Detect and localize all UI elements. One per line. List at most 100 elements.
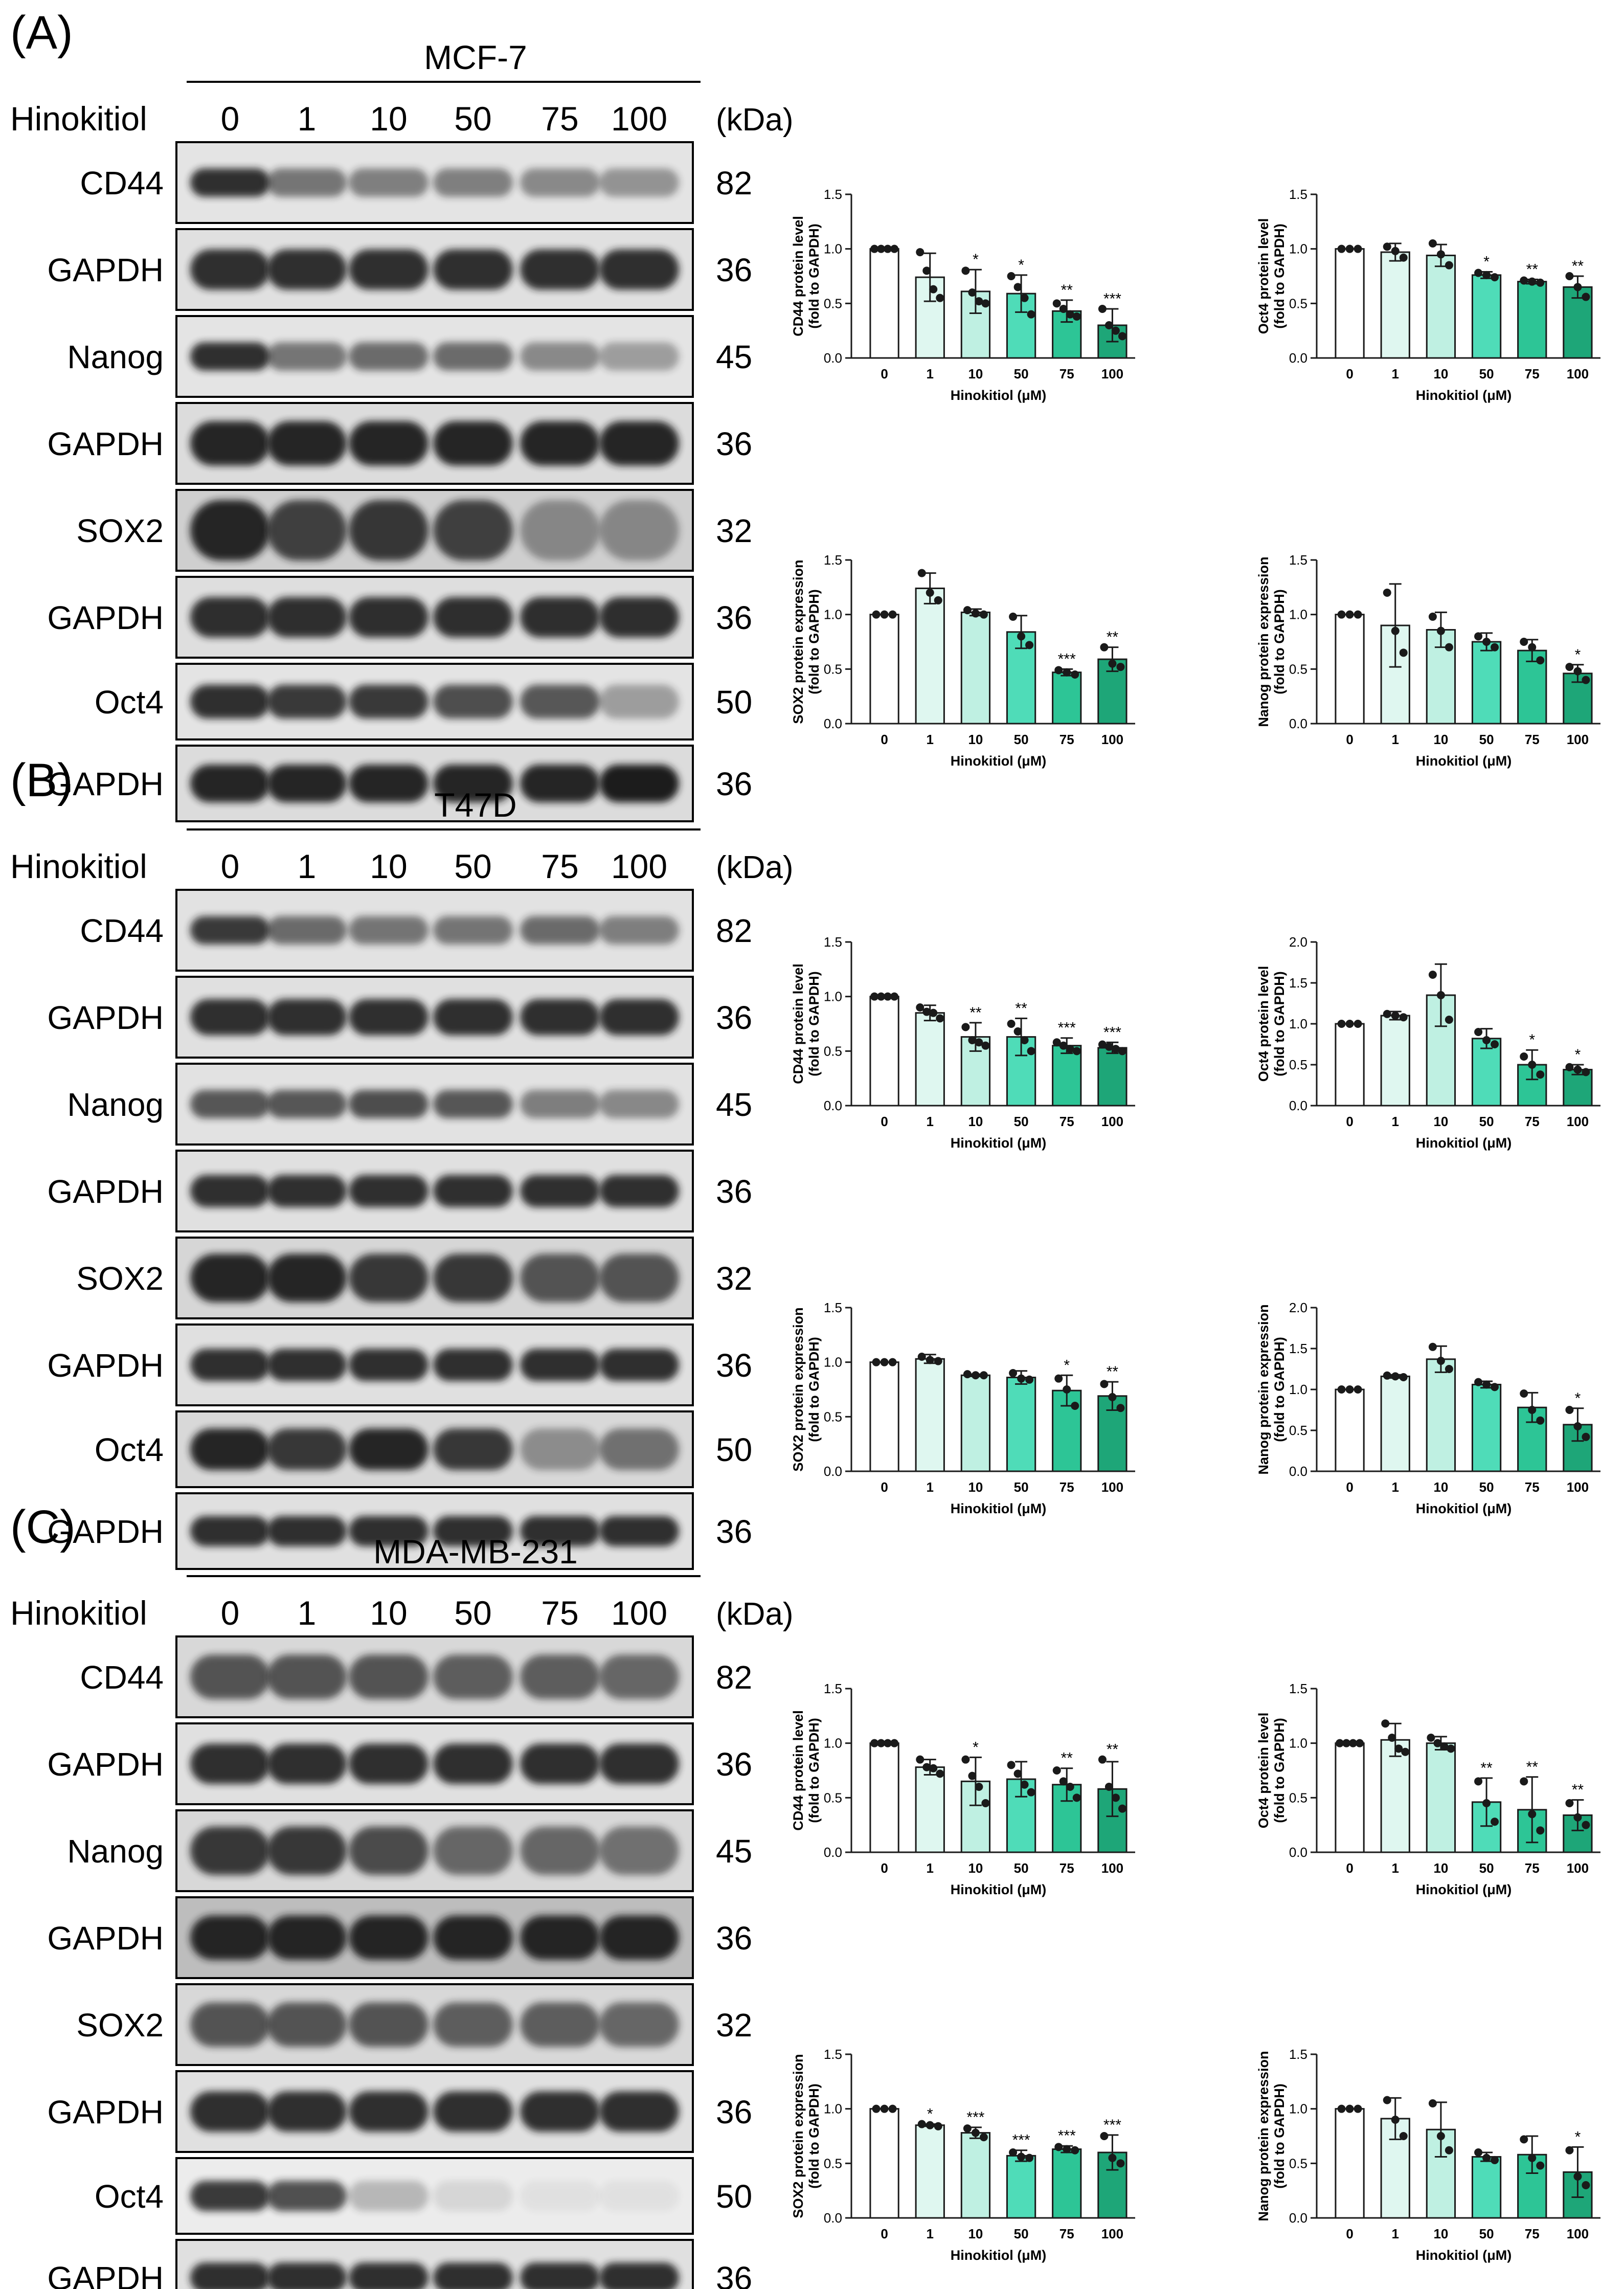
y-tick-label: 2.0 <box>1289 934 1307 950</box>
x-axis-label: Hinokitiol (μM) <box>951 1882 1046 1897</box>
blot-row-gapdh: GAPDH 36 <box>47 976 752 1059</box>
data-point <box>1116 1404 1125 1412</box>
blot-band <box>599 1090 679 1118</box>
blot-band <box>267 1516 347 1546</box>
blot-band <box>267 1253 347 1303</box>
blot-band <box>190 342 270 371</box>
data-point <box>872 1358 881 1366</box>
panel-a-blots: (A) MCF-7 Hinokitiol 0 1 10 50 75 100 (kDa) CD44 82… <box>10 7 794 822</box>
data-point <box>1582 676 1590 684</box>
blot-band <box>349 2262 428 2289</box>
data-point <box>1582 293 1590 301</box>
blot-band <box>267 1915 347 1960</box>
kda-value: 36 <box>716 252 752 288</box>
data-point <box>1071 670 1079 679</box>
data-point <box>1428 2099 1437 2107</box>
data-point <box>1013 1769 1022 1778</box>
x-tick-label: 10 <box>1433 732 1448 747</box>
x-tick-label: 1 <box>1392 1114 1399 1129</box>
dose-label: 0 <box>221 100 240 138</box>
bar <box>1380 1739 1410 1853</box>
data-point <box>1337 1385 1346 1394</box>
x-tick-label: 100 <box>1101 366 1123 381</box>
data-point <box>1098 305 1107 313</box>
data-point <box>1071 1402 1079 1410</box>
blot-band <box>599 1175 679 1207</box>
kda-value: 36 <box>716 1746 752 1783</box>
blot-band <box>190 1090 270 1118</box>
x-tick-label: 100 <box>1567 1114 1589 1129</box>
data-point <box>888 610 897 619</box>
data-point <box>1474 1378 1483 1386</box>
blot-row-gapdh: GAPDH 36 <box>47 228 752 311</box>
blot-band <box>349 916 428 945</box>
significance-mark: ** <box>1107 629 1119 646</box>
protein-label: SOX2 <box>76 512 164 549</box>
bar-chart-sox2-a: 0.0 0.5 1.0 1.5 SOX2 protein expression (fold… <box>791 552 1135 769</box>
x-tick-label: 100 <box>1101 1479 1123 1495</box>
data-point <box>1428 1342 1437 1351</box>
data-point <box>1436 2132 1445 2140</box>
x-tick-label: 0 <box>1346 1114 1353 1129</box>
data-point <box>1399 253 1408 262</box>
data-point <box>1394 1744 1403 1753</box>
blot-band <box>433 1654 513 1699</box>
x-tick-label: 1 <box>927 1479 934 1495</box>
blot-band <box>349 2002 428 2047</box>
x-tick-label: 50 <box>1014 1479 1029 1495</box>
blot-band <box>267 1175 347 1207</box>
blot-band <box>520 2002 600 2047</box>
blot-band <box>520 421 600 466</box>
data-point <box>1007 272 1016 280</box>
blot-row-cd44: CD44 82 <box>80 889 752 972</box>
data-point <box>1027 310 1035 319</box>
y-tick-label: 1.0 <box>824 241 842 257</box>
blot-band <box>267 684 347 719</box>
data-point <box>929 1764 938 1772</box>
protein-label: Nanog <box>67 339 164 375</box>
y-tick-label: 0.0 <box>824 2210 842 2226</box>
x-axis-label: Hinokitiol (μM) <box>1416 1135 1512 1151</box>
bar <box>1380 251 1410 359</box>
y-axis-label: Oct4 protein level <box>1256 966 1271 1082</box>
x-tick-label: 10 <box>1433 1114 1448 1129</box>
y-tick-label: 0.5 <box>1289 1057 1307 1072</box>
protein-label: GAPDH <box>47 1920 164 1957</box>
blot-band <box>267 1349 347 1381</box>
y-axis-label: CD44 protein level <box>791 216 806 336</box>
data-point <box>1027 1788 1035 1797</box>
blot-band <box>190 2002 270 2047</box>
dose-label: 0 <box>221 847 240 885</box>
data-point <box>1009 2148 1018 2157</box>
y-tick-label: 0.0 <box>1289 1098 1307 1113</box>
kda-value: 45 <box>716 339 752 375</box>
blot-band <box>349 2181 428 2211</box>
dose-label: 75 <box>541 1594 578 1632</box>
data-point <box>1428 971 1437 979</box>
dose-label: 75 <box>541 100 578 138</box>
x-tick-label: 100 <box>1101 732 1123 747</box>
y-tick-label: 0.5 <box>1289 661 1307 677</box>
data-point <box>1071 2146 1079 2155</box>
data-point <box>1017 2152 1026 2161</box>
data-point <box>1573 1813 1582 1822</box>
dose-label: 1 <box>298 100 317 138</box>
bar <box>1052 2148 1082 2219</box>
blot-band <box>267 1090 347 1118</box>
x-tick-label: 1 <box>927 366 934 381</box>
x-axis-label: Hinokitiol (μM) <box>951 1135 1046 1151</box>
data-point <box>1428 239 1437 248</box>
dose-label: 50 <box>454 100 491 138</box>
blot-band <box>433 168 513 197</box>
blot-row-gapdh: GAPDH 36 <box>47 2070 752 2153</box>
data-point <box>890 1739 899 1747</box>
data-point <box>1052 1038 1061 1047</box>
y-axis-label: Oct4 protein level <box>1256 1713 1271 1829</box>
data-point <box>1063 668 1071 677</box>
data-point <box>1474 268 1483 277</box>
data-point <box>1025 2153 1034 2162</box>
data-point <box>922 266 931 275</box>
data-point <box>1520 1389 1528 1398</box>
blot-band <box>599 421 679 466</box>
data-point <box>1565 1063 1574 1071</box>
